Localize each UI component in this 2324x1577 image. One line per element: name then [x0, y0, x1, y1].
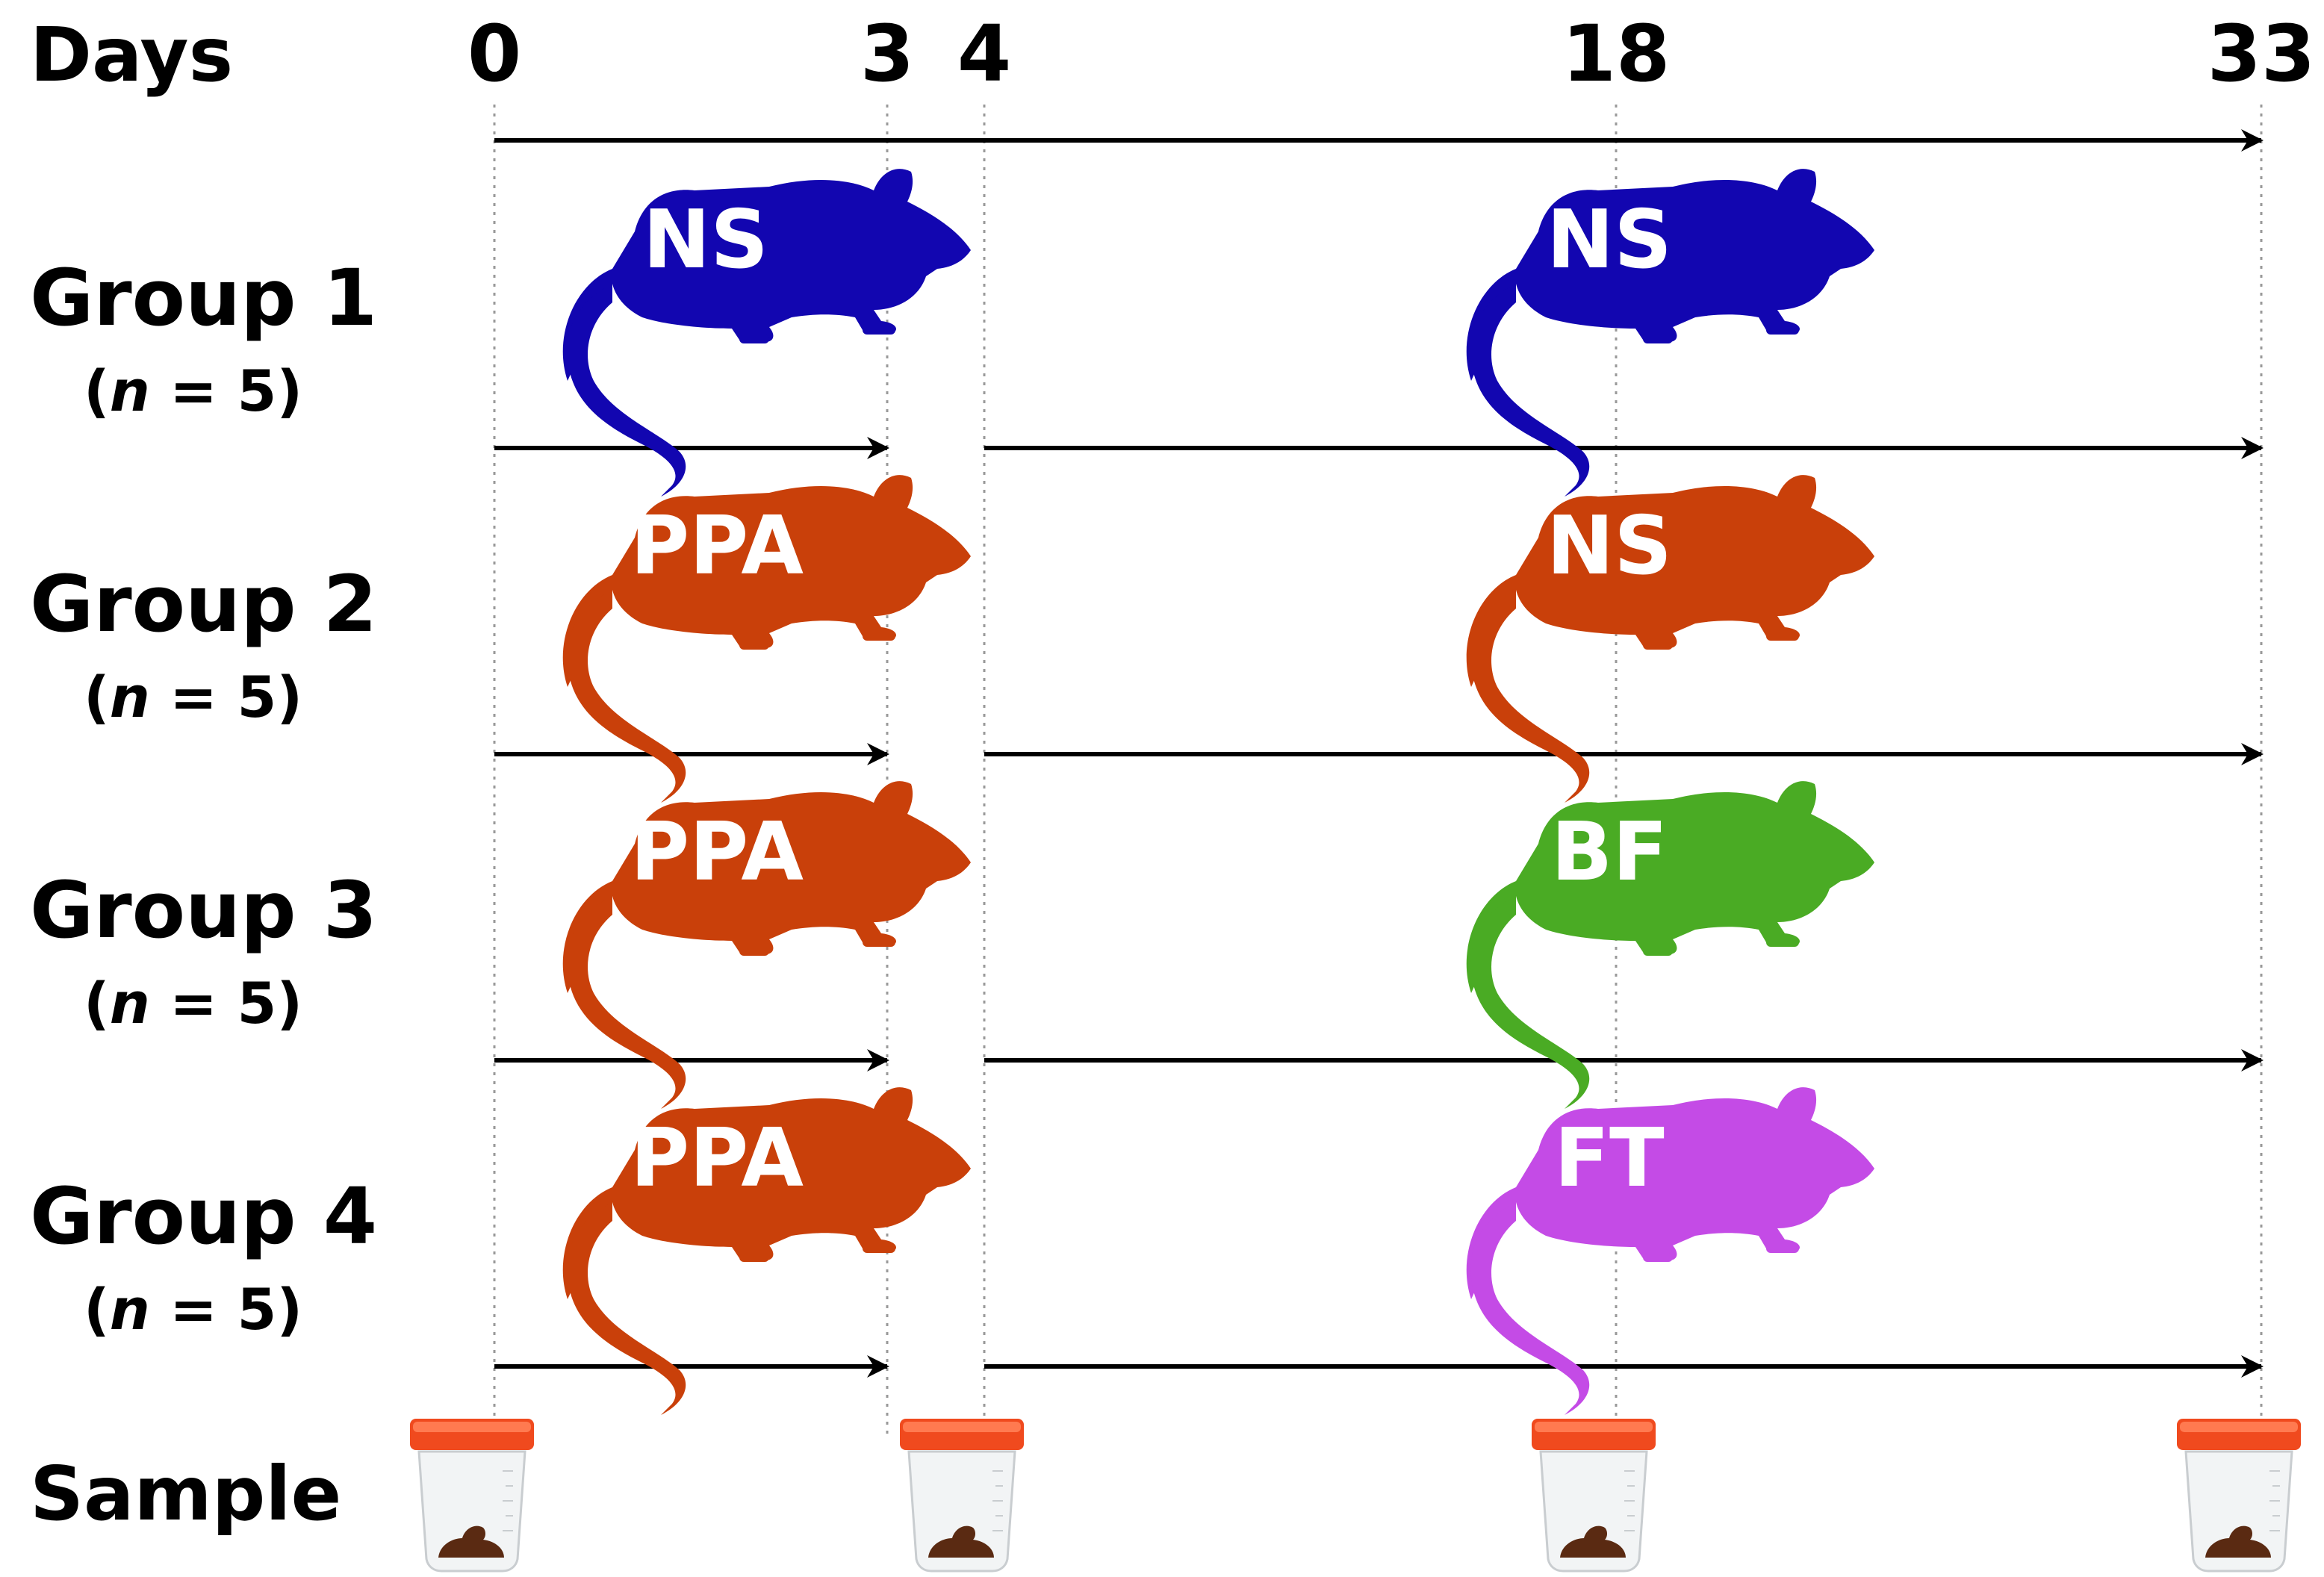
sample-size-suffix: = 5)	[150, 1276, 302, 1343]
sample-size-prefix: (	[84, 1276, 110, 1343]
group-row-3: Group 3 (n = 5) PPA BF	[30, 781, 2264, 1109]
specimen-cup-icon-day-33	[2175, 1417, 2302, 1573]
treatment-label: PPA	[630, 806, 804, 899]
group-sample-size: (n = 5)	[84, 1276, 302, 1343]
phase1-rat-icon: PPA	[562, 1087, 971, 1415]
sample-size-variable: n	[110, 358, 150, 424]
treatment-label: PPA	[630, 1112, 804, 1205]
group-row-4: Group 4 (n = 5) PPA FT	[30, 1087, 2264, 1415]
group-sample-size: (n = 5)	[84, 358, 302, 424]
group-name: Group 4	[30, 1171, 377, 1262]
specimen-cup-icon-day-18	[1530, 1417, 1657, 1573]
sample-size-variable: n	[110, 664, 150, 730]
sample-size-variable: n	[110, 970, 150, 1036]
sample-size-suffix: = 5)	[150, 970, 302, 1036]
day-tick-label-0: 0	[467, 8, 521, 99]
day-tick-label-3: 3	[860, 8, 914, 99]
day-guide-lines	[493, 105, 2263, 1434]
group-row-1: Group 1 (n = 5) NS NS	[30, 169, 2264, 497]
day-tick-label-4: 4	[957, 8, 1011, 99]
lightning-bolt-icon	[575, 1127, 612, 1210]
days-header-label: Days	[30, 11, 233, 99]
phase2-rat-icon: FT	[1466, 1087, 1874, 1415]
lightning-bolt-icon	[575, 821, 612, 903]
day-tick-label-18: 18	[1562, 8, 1671, 99]
group-sample-size: (n = 5)	[84, 970, 302, 1036]
treatment-label: NS	[1547, 193, 1672, 287]
treatment-label: PPA	[630, 500, 804, 593]
treatment-label: NS	[1547, 500, 1672, 593]
group-name: Group 3	[30, 865, 377, 956]
day-tick-label-33: 33	[2208, 8, 2316, 99]
sample-label: Sample	[30, 1450, 341, 1537]
treatment-label: FT	[1554, 1112, 1665, 1205]
treatment-label: NS	[643, 193, 768, 287]
sample-size-suffix: = 5)	[150, 358, 302, 424]
sample-size-variable: n	[110, 1276, 150, 1343]
phase1-rat-icon: PPA	[562, 781, 971, 1109]
sample-size-prefix: (	[84, 664, 110, 730]
phase2-rat-icon: BF	[1466, 781, 1874, 1109]
sample-size-prefix: (	[84, 358, 110, 424]
lightning-bolt-icon	[575, 515, 612, 597]
specimen-cup-icon-day-4	[898, 1417, 1025, 1573]
phase2-rat-icon: NS	[1466, 169, 1874, 497]
group-sample-size: (n = 5)	[84, 664, 302, 730]
specimen-cup-icon-day-0	[408, 1417, 535, 1573]
sample-size-suffix: = 5)	[150, 664, 302, 730]
phase2-rat-icon: NS	[1466, 475, 1874, 803]
group-name: Group 2	[30, 559, 377, 650]
phase1-rat-icon: PPA	[562, 475, 971, 803]
sample-row	[408, 1417, 2302, 1573]
treatment-label: BF	[1551, 806, 1668, 899]
group-name: Group 1	[30, 252, 377, 343]
phase1-rat-icon: NS	[562, 169, 971, 497]
sample-size-prefix: (	[84, 970, 110, 1036]
group-row-2: Group 2 (n = 5) PPA NS	[30, 475, 2264, 803]
